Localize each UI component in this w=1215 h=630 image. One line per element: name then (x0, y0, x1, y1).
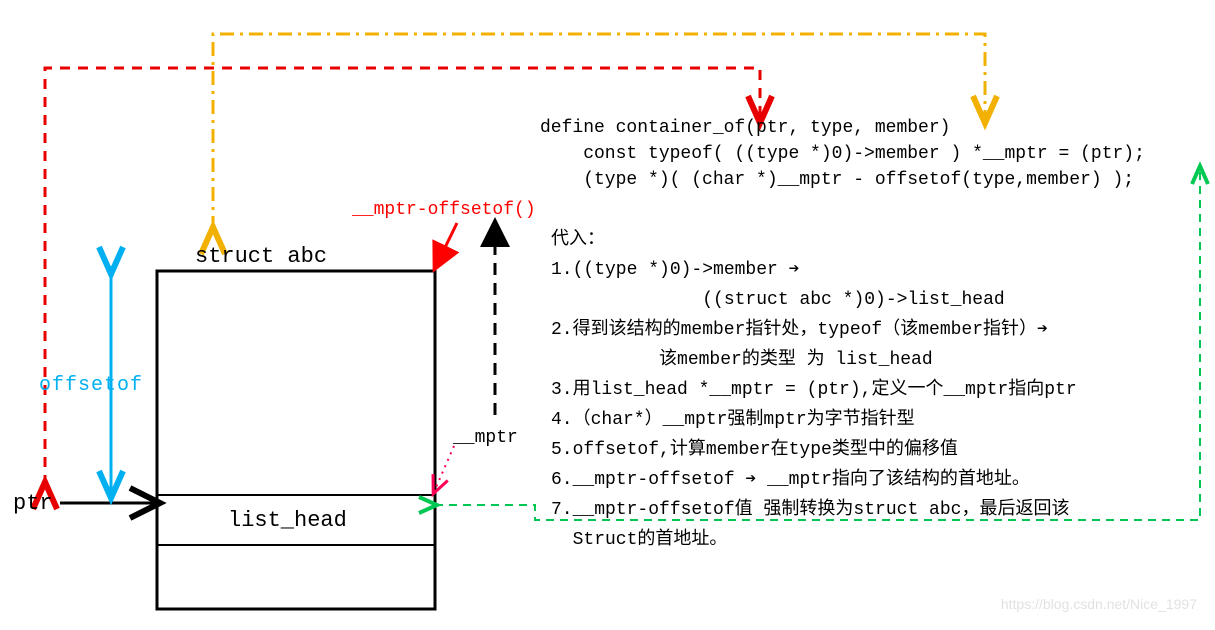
mptr-label: __mptr (453, 428, 518, 448)
watermark: https://blog.csdn.net/Nice_1997 (1001, 596, 1197, 612)
struct-label: struct abc (195, 244, 327, 269)
member-label: list_head (228, 508, 347, 533)
mptr-red-dotted (434, 446, 454, 492)
offsetof-label: offsetof (39, 374, 143, 397)
steps-block: 代入： 1.((type *)0)->member ➔ ((struct abc… (551, 225, 1077, 555)
mptr-offsetof-label: __mptr-offsetof() (352, 200, 536, 220)
mptr-offsetof-arrow (434, 223, 457, 270)
ptr-label: ptr (13, 491, 53, 516)
struct-box (157, 271, 435, 609)
code-block: define container_of(ptr, type, member) c… (540, 115, 1145, 193)
